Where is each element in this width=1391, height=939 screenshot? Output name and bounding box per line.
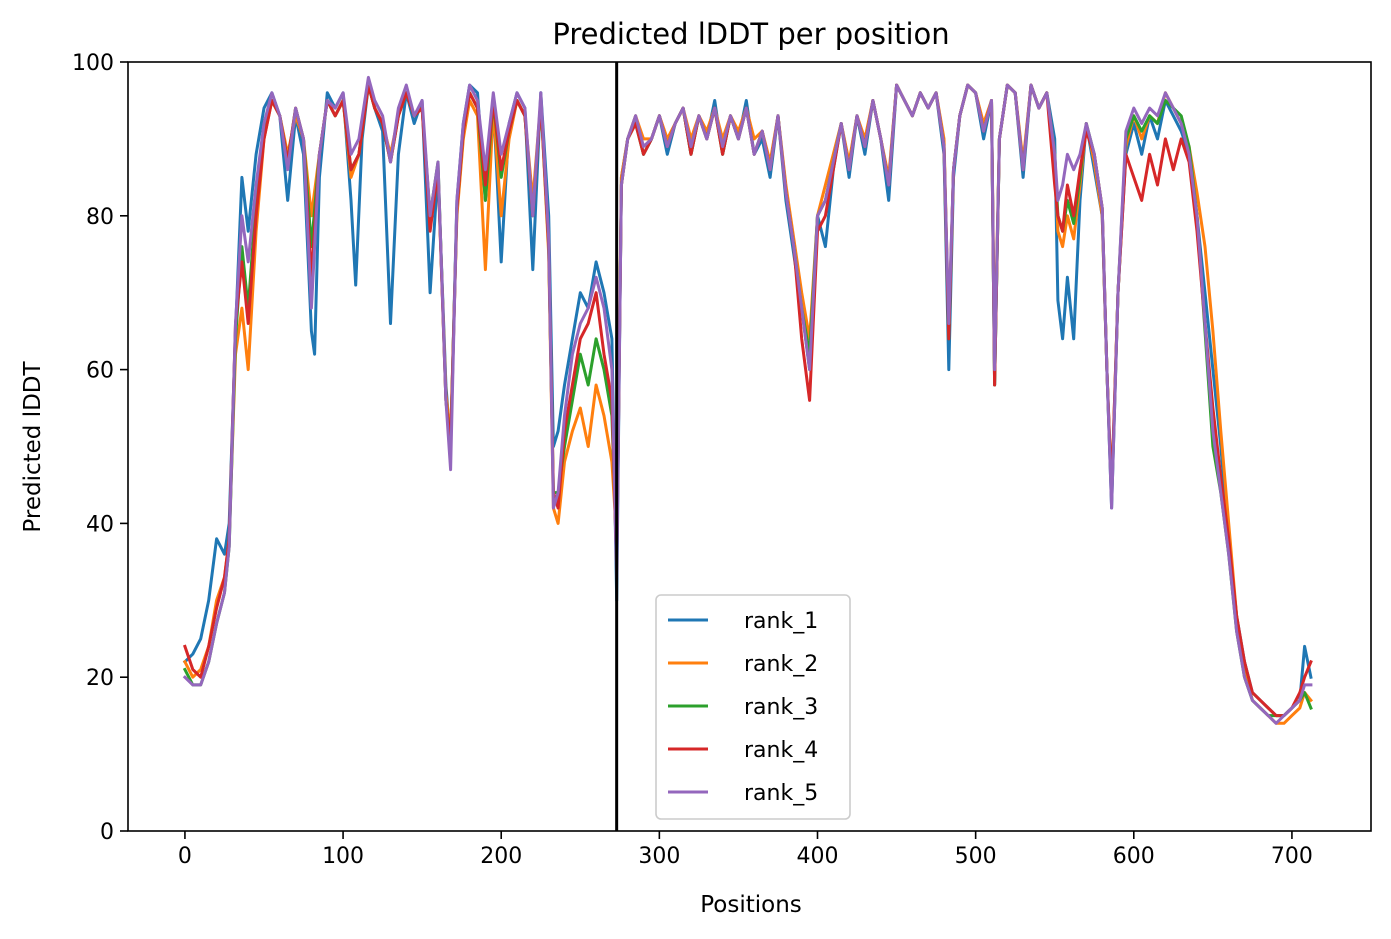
y-tick-label: 40 [86, 512, 114, 537]
y-axis-label: Predicted lDDT [20, 360, 46, 532]
x-axis-label: Positions [700, 892, 802, 918]
legend: rank_1 rank_2 rank_3 rank_4 rank_5 [655, 594, 851, 820]
axes-frame [127, 61, 1372, 832]
x-tick-label: 100 [322, 844, 364, 869]
x-tick-label: 500 [955, 844, 997, 869]
legend-label-rank-3: rank_3 [744, 695, 818, 720]
legend-label-rank-5: rank_5 [744, 781, 818, 806]
legend-label-rank-1: rank_1 [744, 609, 818, 634]
y-tick-label: 0 [100, 820, 114, 845]
x-tick-label: 700 [1271, 844, 1313, 869]
axes: 0 100 200 300 400 500 600 700 0 20 40 60 80 100 [72, 51, 1372, 869]
x-tick-label: 300 [638, 844, 680, 869]
x-tick-label: 400 [797, 844, 839, 869]
legend-box [655, 594, 851, 820]
x-tick-label: 0 [178, 844, 192, 869]
series-line-rank-5 [182, 75, 1313, 725]
x-tick-label: 600 [1113, 844, 1155, 869]
chart-title: Predicted lDDT per position [552, 17, 949, 51]
legend-label-rank-4: rank_4 [744, 738, 818, 763]
y-tick-label: 100 [72, 51, 114, 76]
x-tick-label: 200 [480, 844, 522, 869]
y-tick-label: 60 [86, 359, 114, 384]
legend-label-rank-2: rank_2 [744, 652, 818, 677]
y-tick-label: 80 [86, 205, 114, 230]
series-group [182, 62, 1314, 831]
y-tick-label: 20 [86, 666, 114, 691]
